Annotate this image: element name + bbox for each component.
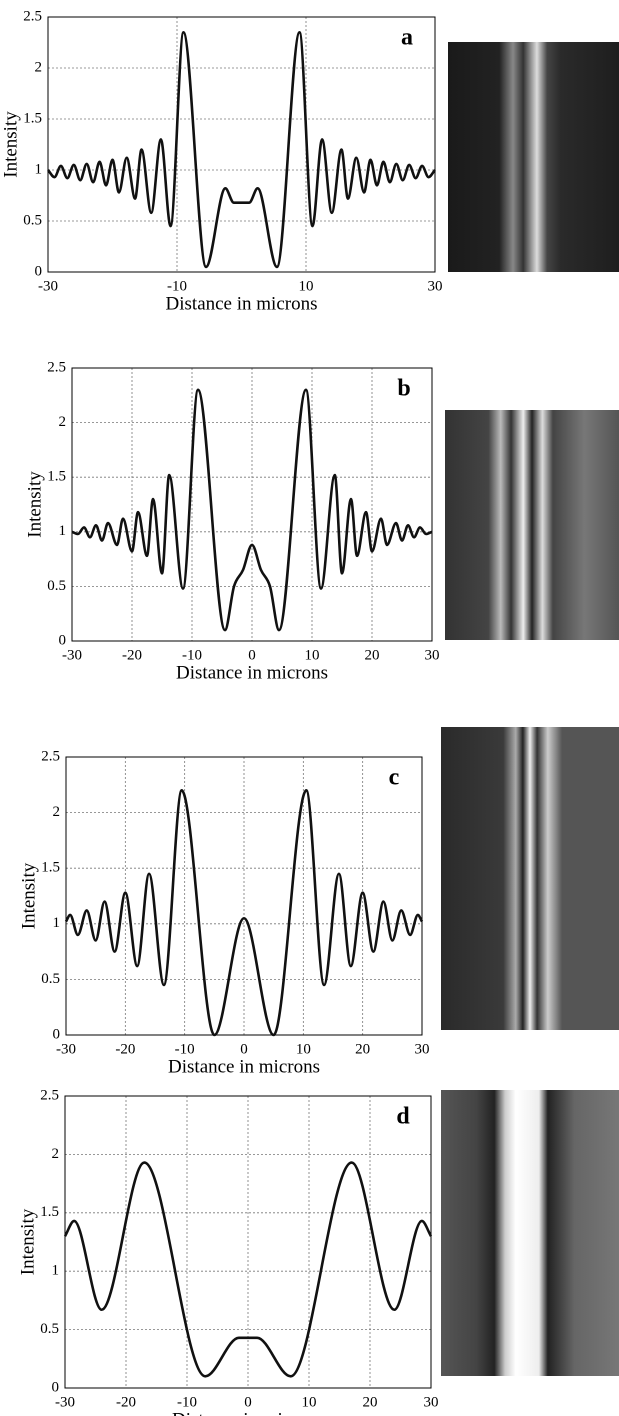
y-axis-label: Intensity xyxy=(24,471,45,538)
x-tick-label: -10 xyxy=(182,647,202,663)
x-tick-label: 30 xyxy=(415,1041,430,1057)
x-tick-label: -20 xyxy=(115,1041,135,1057)
y-tick-label: 2 xyxy=(35,59,43,75)
x-tick-label: -30 xyxy=(56,1041,76,1057)
y-tick-label: 2.5 xyxy=(40,1087,59,1103)
y-axis-label: Intensity xyxy=(17,1208,38,1275)
x-tick-label: 20 xyxy=(355,1041,370,1057)
y-tick-label: 0 xyxy=(53,1026,61,1042)
y-axis-label: Intensity xyxy=(0,111,21,178)
x-tick-label: 0 xyxy=(248,647,256,663)
y-tick-label: 2 xyxy=(52,1146,60,1162)
y-tick-label: 1.5 xyxy=(41,860,60,876)
y-tick-label: 2.5 xyxy=(47,359,66,375)
y-tick-label: 1.5 xyxy=(40,1204,59,1220)
y-tick-label: 0 xyxy=(35,263,43,279)
x-tick-label: 30 xyxy=(425,647,440,663)
plot-frame xyxy=(71,367,433,642)
micrograph xyxy=(448,42,619,272)
y-tick-label: 0.5 xyxy=(41,971,60,987)
x-tick-label: 10 xyxy=(296,1041,311,1057)
x-tick-label: 0 xyxy=(240,1041,248,1057)
y-tick-label: 1.5 xyxy=(23,110,42,126)
x-tick-label: 10 xyxy=(305,647,320,663)
panel-label: a xyxy=(401,25,413,51)
x-tick-label: 30 xyxy=(424,1394,439,1410)
y-tick-label: 1 xyxy=(35,161,43,177)
plot-frame xyxy=(47,16,436,273)
x-tick-label: -20 xyxy=(122,647,142,663)
x-tick-label: -30 xyxy=(62,647,82,663)
micrograph xyxy=(445,410,619,640)
x-axis-label: Distance in microns xyxy=(168,1056,320,1077)
x-tick-label: -10 xyxy=(175,1041,195,1057)
x-tick-label: -30 xyxy=(55,1394,75,1410)
x-axis-label: Distance in microns xyxy=(166,293,318,314)
x-tick-label: -20 xyxy=(116,1394,136,1410)
x-axis-label: Distance in microns xyxy=(172,1409,324,1416)
line xyxy=(64,789,424,1037)
x-tick-label: 0 xyxy=(244,1394,252,1410)
y-tick-label: 0.5 xyxy=(23,212,42,228)
plot-frame xyxy=(65,756,423,1036)
y-tick-label: 1 xyxy=(52,1263,60,1279)
y-tick-label: 2.5 xyxy=(41,748,60,764)
x-tick-label: 20 xyxy=(363,1394,378,1410)
y-tick-label: 1 xyxy=(59,523,67,539)
y-tick-label: 0 xyxy=(52,1379,60,1395)
y-tick-label: 0 xyxy=(59,632,67,648)
x-tick-label: 10 xyxy=(299,278,314,294)
panel-label: b xyxy=(397,376,410,402)
y-tick-label: 0.5 xyxy=(47,578,66,594)
y-tick-label: 2 xyxy=(53,804,61,820)
x-tick-label: -30 xyxy=(38,278,58,294)
plot-frame xyxy=(64,1095,432,1389)
line xyxy=(63,1161,433,1378)
micrograph xyxy=(441,1090,619,1376)
x-tick-label: 10 xyxy=(302,1394,317,1410)
y-tick-label: 1 xyxy=(53,915,61,931)
y-axis-label: Intensity xyxy=(18,862,39,929)
line xyxy=(71,388,433,632)
x-tick-label: 20 xyxy=(365,647,380,663)
micrograph xyxy=(441,727,619,1030)
y-tick-label: 2 xyxy=(59,414,67,430)
y-tick-label: 2.5 xyxy=(23,8,42,24)
x-tick-label: -10 xyxy=(167,278,187,294)
x-tick-label: 30 xyxy=(428,278,443,294)
panel-label: c xyxy=(389,765,400,791)
line xyxy=(46,30,437,269)
x-tick-label: -10 xyxy=(177,1394,197,1410)
panel-label: d xyxy=(396,1104,410,1130)
y-tick-label: 0.5 xyxy=(40,1321,59,1337)
y-tick-label: 1.5 xyxy=(47,469,66,485)
x-axis-label: Distance in microns xyxy=(176,662,328,683)
